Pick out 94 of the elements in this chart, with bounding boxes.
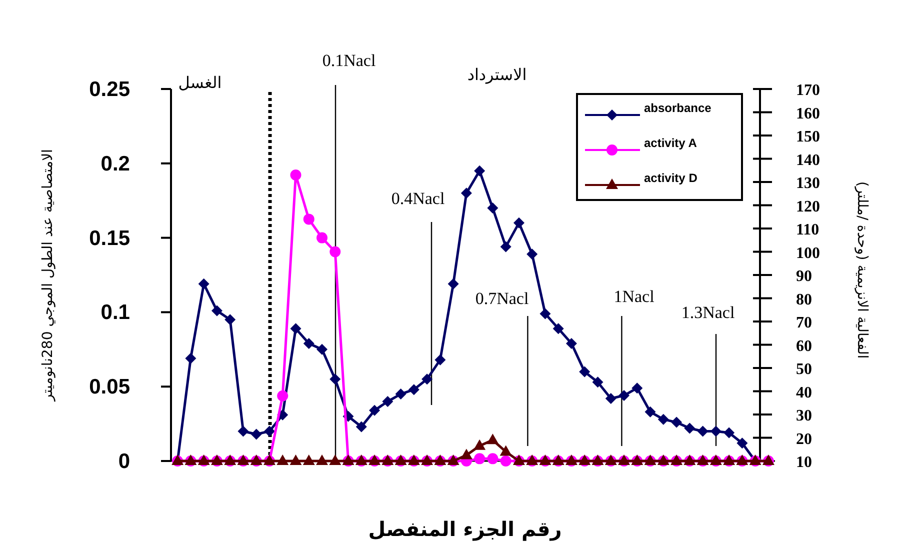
- point: [250, 428, 262, 440]
- point: [500, 456, 512, 466]
- point: [487, 202, 498, 214]
- point: [276, 454, 289, 465]
- text: 0.1Nacl: [322, 51, 376, 70]
- point: [330, 246, 341, 258]
- point: [395, 388, 406, 400]
- point: [302, 454, 315, 465]
- annotation: 0.7Nacl: [475, 289, 529, 308]
- point: [238, 426, 249, 437]
- annotation: 1.3Nacl: [681, 303, 735, 322]
- point: [198, 278, 210, 290]
- point: [618, 390, 630, 402]
- point: [552, 323, 564, 334]
- point: [500, 241, 512, 252]
- y-tick-label: 0.2: [100, 152, 130, 176]
- y-tick-label: 0: [118, 450, 130, 473]
- point: [474, 165, 486, 176]
- y2-tick-label: 30: [796, 408, 812, 424]
- point: [460, 188, 472, 199]
- x-axis-title: رقم الجزء المنفصل: [368, 517, 562, 541]
- y2-tick-label: 10: [796, 454, 812, 471]
- point: [487, 453, 498, 464]
- point: [526, 248, 538, 260]
- point: [474, 453, 486, 464]
- y2-tick-label: 20: [796, 430, 812, 448]
- point: [290, 323, 302, 334]
- point: [460, 448, 472, 460]
- y2-tick-label: 70: [796, 314, 812, 332]
- point: [644, 406, 656, 418]
- annotation: الغسل: [178, 73, 222, 92]
- y2-tick-label: 160: [796, 105, 820, 122]
- point: [211, 305, 222, 316]
- point: [579, 366, 590, 378]
- point: [316, 454, 328, 465]
- y2-tick-label: 130: [796, 175, 820, 192]
- point: [605, 393, 616, 404]
- point: [224, 314, 236, 326]
- point: [474, 439, 486, 450]
- y-tick-label: 0.15: [89, 226, 130, 250]
- point: [724, 427, 735, 438]
- legend-label: activity D: [644, 171, 698, 185]
- y-tick-label: 0.05: [89, 376, 130, 399]
- point: [710, 426, 722, 437]
- point: [736, 438, 748, 449]
- point: [264, 426, 275, 437]
- point: [592, 376, 604, 388]
- y2-tick-label: 40: [796, 384, 812, 402]
- y-axis-title: الامتصاصية عند الطول الموجي 280نانوميتر: [40, 149, 56, 402]
- point: [316, 344, 328, 355]
- point: [316, 232, 328, 244]
- y2-tick-label: 80: [796, 291, 812, 308]
- point: [303, 214, 314, 225]
- legend-label: absorbance: [644, 101, 712, 115]
- point: [329, 454, 342, 465]
- point: [566, 338, 577, 349]
- y2-tick-label: 60: [796, 338, 812, 355]
- point: [369, 404, 380, 416]
- point: [330, 374, 341, 385]
- point: [540, 308, 551, 320]
- y2-tick-label: 150: [796, 128, 820, 146]
- point: [632, 382, 643, 394]
- point: [277, 390, 288, 402]
- y2-tick-label: 100: [796, 244, 820, 262]
- annotation: 1Nacl: [614, 287, 655, 306]
- point: [500, 445, 512, 456]
- point: [434, 354, 446, 366]
- point: [697, 426, 708, 437]
- y2-tick-label: 140: [796, 152, 820, 169]
- point: [448, 278, 459, 290]
- y2-tick-label: 50: [796, 361, 812, 378]
- y2-tick-label: 110: [796, 222, 820, 238]
- legend-label: activity A: [644, 136, 698, 150]
- point: [671, 416, 682, 428]
- text: الاسترداد: [467, 65, 527, 84]
- point: [658, 414, 669, 425]
- point: [303, 338, 314, 349]
- y2-tick-label: 120: [796, 198, 820, 216]
- point: [422, 374, 433, 385]
- point: [290, 170, 302, 181]
- point: [356, 421, 367, 432]
- point: [486, 434, 499, 444]
- point: [290, 454, 302, 465]
- point: [382, 396, 394, 407]
- point: [684, 422, 696, 434]
- y2-tick-label: 170: [796, 82, 820, 99]
- y2-tick-label: 90: [796, 268, 812, 285]
- point: [185, 352, 196, 364]
- y2-axis-title: الفعالية الانزيمية (وحدة /مللتر): [854, 181, 870, 359]
- point: [408, 384, 420, 396]
- annotation: 0.4Nacl: [391, 189, 445, 208]
- point: [513, 217, 524, 228]
- y-tick-label: 0.25: [89, 78, 130, 101]
- y-tick-label: 0.1: [100, 301, 130, 324]
